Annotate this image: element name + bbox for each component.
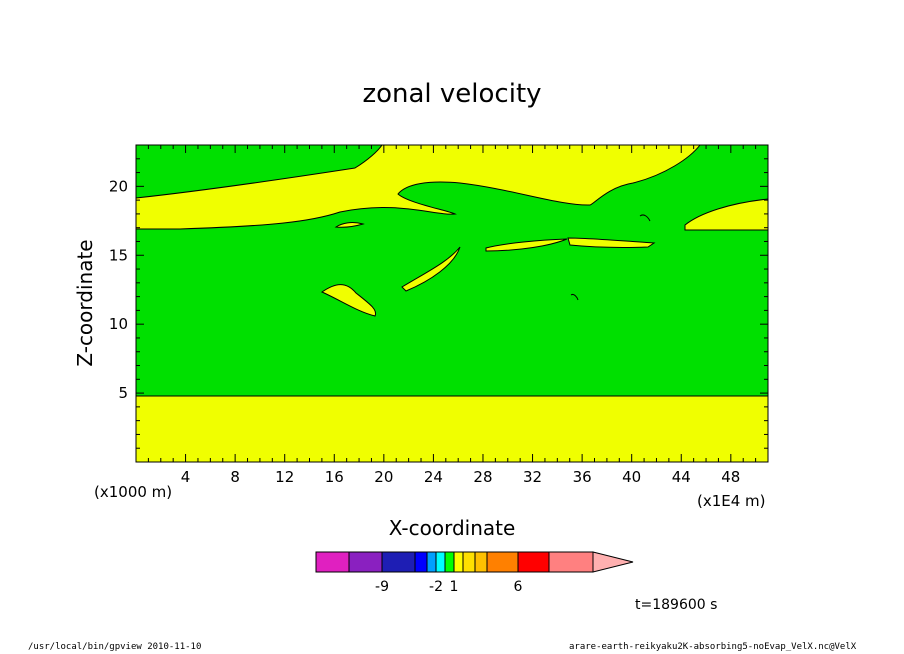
colorbar-segment-6: [444, 551, 455, 573]
footer-right: arare-earth-reikyaku2K-absorbing5-noEvap…: [569, 642, 857, 652]
y-tick-label-1: 10: [109, 315, 128, 333]
x-tick-label-6: 28: [473, 468, 492, 486]
contour-tiny-mark-1: [639, 214, 651, 222]
colorbar-label-0: -9: [375, 579, 389, 595]
x-tick-label-9: 40: [622, 468, 641, 486]
contour-patch-diagonal: [401, 246, 461, 292]
x-tick-label-3: 16: [325, 468, 344, 486]
contour-patch-right-edge: [684, 198, 769, 231]
contour-small-patch-1: [334, 222, 365, 228]
x-tick-label-10: 44: [672, 468, 691, 486]
colorbar-segment-10: [486, 551, 519, 573]
colorbar-segment-1: [348, 551, 383, 573]
x-tick-label-8: 36: [573, 468, 592, 486]
colorbar-arrow: [592, 551, 634, 573]
colorbar-segment-9: [474, 551, 488, 573]
colorbar: -9 -2 1 6: [315, 551, 634, 595]
contour-tiny-mark-2: [570, 294, 579, 301]
colorbar-label-1: -2: [429, 579, 443, 595]
y-tick-label-0: 5: [118, 384, 128, 402]
contour-patch-left: [320, 284, 377, 317]
colorbar-label-3: 6: [514, 579, 523, 595]
colorbar-segment-4: [426, 551, 437, 573]
colorbar-segment-7: [453, 551, 464, 573]
contour-patch-mid-right: [567, 237, 656, 248]
chart-title: zonal velocity: [362, 79, 541, 109]
colorbar-segment-12: [548, 551, 594, 573]
x-unit-label: (x1E4 m): [697, 492, 766, 510]
x-tick-label-0: 4: [181, 468, 191, 486]
plot-area: [135, 144, 769, 463]
colorbar-segment-11: [517, 551, 550, 573]
colorbar-segment-0: [315, 551, 350, 573]
contour-region-bottom: [135, 395, 769, 463]
y-tick-label-2: 15: [109, 246, 128, 264]
contour-patch-mid-left: [485, 238, 568, 252]
x-tick-label-1: 8: [230, 468, 240, 486]
y-unit-label: (x1000 m): [94, 483, 172, 501]
y-tick-label-3: 20: [109, 177, 128, 195]
colorbar-segment-8: [462, 551, 476, 573]
colorbar-segment-3: [414, 551, 428, 573]
x-tick-label-7: 32: [523, 468, 542, 486]
x-tick-label-2: 12: [275, 468, 294, 486]
x-tick-label-4: 20: [374, 468, 393, 486]
x-axis-title: X-coordinate: [389, 516, 516, 540]
colorbar-label-2: 1: [450, 579, 459, 595]
x-tick-label-11: 48: [721, 468, 740, 486]
x-tick-label-5: 24: [424, 468, 443, 486]
colorbar-segment-5: [435, 551, 446, 573]
footer-left: /usr/local/bin/gpview 2010-11-10: [28, 642, 201, 652]
y-axis-title: Z-coordinate: [73, 239, 97, 366]
time-label: t=189600 s: [635, 597, 717, 613]
colorbar-segment-2: [381, 551, 416, 573]
contour-region-upper: [135, 144, 702, 230]
